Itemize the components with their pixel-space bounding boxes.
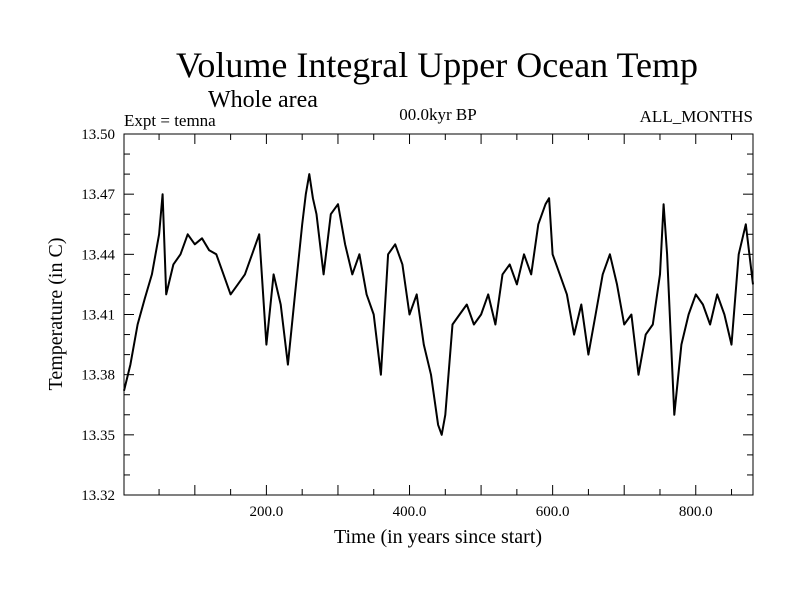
y-tick-label: 13.44 — [81, 247, 115, 263]
chart-title: Volume Integral Upper Ocean Temp — [176, 45, 698, 85]
y-tick-label: 13.47 — [81, 187, 115, 203]
y-tick-label: 13.41 — [81, 308, 115, 324]
experiment-label: Expt = temna — [124, 111, 216, 130]
chart-subtitle: Whole area — [208, 87, 318, 113]
period-label: 00.0kyr BP — [399, 105, 476, 124]
y-axis-title: Temperature (in C) — [45, 238, 67, 391]
x-tick-label: 600.0 — [536, 504, 570, 520]
y-tick-label: 13.35 — [81, 428, 115, 444]
x-axis-title: Time (in years since start) — [334, 526, 542, 548]
y-axis-ticks — [124, 153, 753, 476]
x-axis-ticks — [158, 134, 733, 495]
y-tick-label: 13.50 — [81, 127, 115, 143]
y-axis-tick-labels: 13.32 13.35 13.38 13.41 13.44 13.47 13.50 — [81, 127, 115, 504]
series-line — [123, 173, 754, 436]
x-tick-label: 800.0 — [679, 504, 713, 520]
plot-frame — [123, 133, 754, 496]
y-tick-label: 13.32 — [81, 488, 115, 504]
months-label: ALL_MONTHS — [640, 107, 753, 126]
x-axis-tick-labels: 200.0 400.0 600.0 800.0 — [250, 504, 713, 520]
y-tick-label: 13.38 — [81, 368, 115, 384]
x-tick-label: 200.0 — [250, 504, 284, 520]
x-tick-label: 400.0 — [393, 504, 427, 520]
